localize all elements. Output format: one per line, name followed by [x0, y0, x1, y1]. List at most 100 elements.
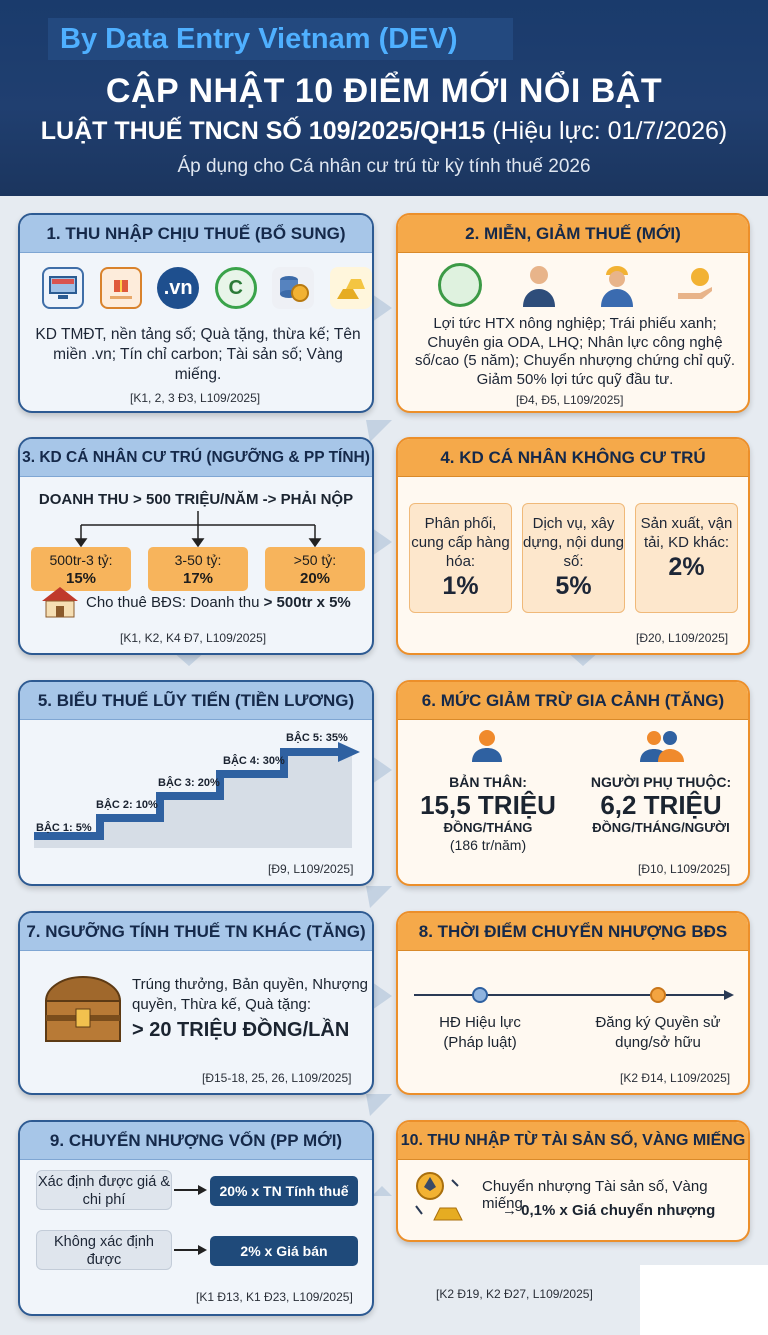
- ecommerce-shop-icon: [42, 267, 84, 309]
- connector-arrow: [372, 294, 392, 322]
- engineer-person-icon: [595, 263, 639, 307]
- card-taxable-income: 1. THU NHẬP CHỊU THUẾ (BỔ SUNG) .vn C KD…: [18, 213, 374, 413]
- gold-bars-icon: [329, 267, 372, 309]
- tax-staircase: [34, 742, 360, 848]
- connector-arrow: [366, 420, 392, 442]
- other-income-text: Trúng thưởng, Bản quyền, Nhượng quyền, T…: [132, 976, 369, 1013]
- cooperative-seal-icon: [438, 263, 482, 307]
- step-label: BẬC 3: 20%: [158, 777, 220, 789]
- dependent-unit: ĐỒNG/THÁNG/NGƯỜI: [592, 820, 730, 835]
- page-subtitle: LUẬT THUẾ TNCN SỐ 109/2025/QH15 (Hiệu lự…: [0, 117, 768, 146]
- treasure-chest-icon: [44, 976, 122, 1042]
- step-label: BẬC 1: 5%: [36, 822, 92, 834]
- legal-reference: [K1 Đ13, K1 Đ23, L109/2025]: [196, 1290, 353, 1304]
- tier-low: 500tr-3 tỷ: 15%: [31, 547, 131, 591]
- card-title: 3. KD CÁ NHÂN CƯ TRÚ (NGƯỠNG & PP TÍNH): [20, 439, 372, 477]
- case-undeterminable: Không xác định được: [36, 1230, 172, 1270]
- card-digital-asset-gold: 10. THU NHẬP TỪ TÀI SẢN SỐ, VÀNG MIẾNG C…: [396, 1120, 750, 1242]
- tier-rate: 15%: [65, 570, 97, 587]
- card-title: 8. THỜI ĐIỂM CHUYỂN NHƯỢNG BĐS: [398, 913, 748, 951]
- icon-row: .vn C: [42, 267, 372, 313]
- step-4: [216, 770, 284, 778]
- card-capital-transfer: 9. CHUYỂN NHƯỢNG VỐN (PP MỚI) Xác định đ…: [18, 1120, 374, 1316]
- tier-range: >50 tỷ:: [293, 552, 337, 568]
- card-tax-exemption: 2. MIỄN, GIẢM THUẾ (MỚI) Lợi tức HTX nôn…: [396, 213, 750, 413]
- card-title: 10. THU NHẬP TỪ TÀI SẢN SỐ, VÀNG MIẾNG: [398, 1122, 748, 1160]
- case-determinable: Xác định được giá & chi phí: [36, 1170, 172, 1210]
- crypto-gold-icon: [415, 1172, 463, 1221]
- rental-text: Cho thuê BĐS: Doanh thu > 500tr x 5%: [86, 594, 351, 611]
- house-icon: [42, 587, 78, 618]
- legal-reference: [Đ20, L109/2025]: [636, 631, 729, 645]
- domain-vn-icon: .vn: [157, 267, 200, 309]
- legal-reference: [Đ10, L109/2025]: [638, 862, 731, 876]
- self-unit: ĐỒNG/THÁNG: [443, 820, 533, 835]
- dependent-amount: 6,2 TRIỆU: [600, 790, 722, 820]
- person-icon: [472, 730, 502, 762]
- card-resident-business: 3. KD CÁ NHÂN CƯ TRÚ (NGƯỠNG & PP TÍNH) …: [18, 437, 374, 655]
- timeline-point-contract: [472, 987, 488, 1003]
- rate-label: Sản xuất, vận tải, KD khác:: [640, 515, 733, 551]
- card-title: 9. CHUYỂN NHƯỢNG VỐN (PP MỚI): [20, 1122, 372, 1160]
- ownership-registration: Đăng ký Quyền sử dụng/sở hữu: [595, 1014, 721, 1051]
- tier-branch-lines: [74, 511, 322, 547]
- legal-reference: [K2 Đ14, L109/2025]: [620, 1071, 731, 1085]
- icon-row: [438, 263, 718, 311]
- header-banner: By Data Entry Vietnam (DEV) CẬP NHẬT 10 …: [0, 0, 768, 196]
- dependents-icon: [640, 731, 684, 762]
- step-2: [96, 814, 160, 822]
- card-title: 6. MỨC GIẢM TRỪ GIA CẢNH (TĂNG): [398, 682, 748, 720]
- self-deduction: BẢN THÂN: 15,5 TRIỆU ĐỒNG/THÁNG (186 tr/…: [408, 774, 568, 853]
- legal-reference: [K1, 2, 3 Đ3, L109/2025]: [130, 391, 261, 405]
- card-title: 7. NGƯỠNG TÍNH THUẾ TN KHÁC (TĂNG): [20, 913, 372, 951]
- connector-arrow: [372, 756, 392, 784]
- step-1: [34, 832, 100, 840]
- gift-hand-icon: [99, 267, 142, 309]
- step-3: [156, 792, 220, 800]
- card-real-estate-timing: 8. THỜI ĐIỂM CHUYỂN NHƯỢNG BĐS HĐ Hiệu l…: [396, 911, 750, 1095]
- self-label: BẢN THÂN:: [449, 774, 527, 790]
- connector-arrow: [366, 1094, 392, 1116]
- apply-note: Áp dụng cho Cá nhân cư trú từ kỳ tính th…: [177, 156, 591, 177]
- rate-production: Sản xuất, vận tải, KD khác: 2%: [635, 503, 738, 613]
- legal-reference: [Đ15-18, 25, 26, L109/2025]: [202, 1071, 352, 1085]
- rate-value: 2%: [668, 553, 705, 581]
- carbon-credit-icon: C: [214, 267, 257, 309]
- rental-rate: > 500tr x 5%: [263, 594, 351, 611]
- card-title: 4. KD CÁ NHÂN KHÔNG CƯ TRÚ: [398, 439, 748, 477]
- self-yearly: (186 tr/năm): [449, 837, 527, 853]
- timeline: [414, 987, 734, 1003]
- tier-range: 500tr-3 tỷ:: [49, 552, 113, 568]
- tier-rate: 20%: [299, 570, 331, 587]
- card-family-deduction: 6. MỨC GIẢM TRỪ GIA CẢNH (TĂNG) BẢN THÂN…: [396, 680, 750, 886]
- result-sale-price: 2% x Giá bán: [210, 1236, 358, 1266]
- rate-label: Dịch vụ, xây dựng, nội dung số:: [523, 515, 624, 570]
- timeline-point-registration: [650, 987, 666, 1003]
- law-number: LUẬT THUẾ TNCN SỐ 109/2025/QH15: [40, 117, 486, 145]
- step-5: [280, 748, 340, 756]
- card-other-income-threshold: 7. NGƯỠNG TÍNH THUẾ TN KHÁC (TĂNG) Trúng…: [18, 911, 374, 1095]
- tier-rate: 17%: [182, 570, 214, 587]
- card-title: 1. THU NHẬP CHỊU THUẾ (BỔ SUNG): [20, 215, 372, 253]
- expert-person-icon: [517, 263, 561, 307]
- self-amount: 15,5 TRIỆU: [420, 790, 556, 820]
- connector-arrow: [372, 982, 392, 1010]
- dependent-label: NGƯỜI PHỤ THUỘC:: [590, 774, 732, 790]
- result-taxable-income: 20% x TN Tính thuế: [210, 1176, 358, 1206]
- rate-services: Dịch vụ, xây dựng, nội dung số: 5%: [522, 503, 625, 613]
- digital-asset-coins-icon: [272, 267, 315, 309]
- card-nonresident-business: 4. KD CÁ NHÂN KHÔNG CƯ TRÚ Phân phối, cu…: [396, 437, 750, 655]
- legal-reference: [K1, K2, K4 Đ7, L109/2025]: [120, 631, 267, 645]
- revenue-threshold: DOANH THU > 500 TRIỆU/NĂM -> PHẢI NỘP: [38, 491, 354, 508]
- rate-value: 5%: [555, 572, 592, 600]
- rate-value: 1%: [442, 572, 479, 600]
- byline: By Data Entry Vietnam (DEV): [48, 18, 513, 60]
- rental-label: Cho thuê BĐS: Doanh thu: [86, 594, 264, 611]
- page-title: CẬP NHẬT 10 ĐIỂM MỚI NỔI BẬT: [105, 72, 663, 110]
- blank-corner: [640, 1265, 768, 1335]
- tier-high: >50 tỷ: 20%: [265, 547, 365, 591]
- investment-hand-icon: [674, 263, 718, 307]
- contract-effective: HĐ Hiệu lực (Pháp luật): [439, 1014, 521, 1051]
- legal-reference: [Đ4, Đ5, L109/2025]: [516, 393, 624, 407]
- case-arrow: [174, 1245, 207, 1255]
